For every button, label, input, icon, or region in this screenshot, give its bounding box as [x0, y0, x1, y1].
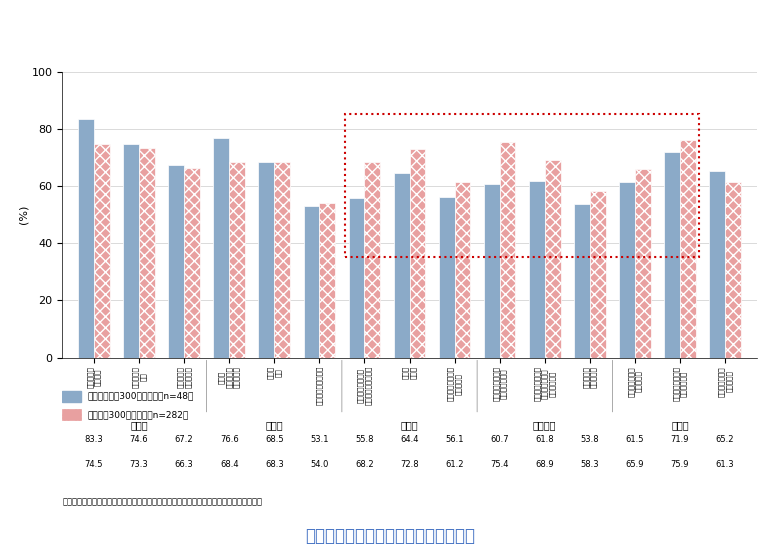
Text: 業務分析に基づく
業務プロセスの改善: 業務分析に基づく 業務プロセスの改善 [357, 366, 371, 405]
Text: 68.9: 68.9 [535, 460, 554, 469]
Bar [275, 162, 290, 358]
Bar [665, 152, 680, 358]
Text: 65.2: 65.2 [716, 436, 734, 444]
Text: 注：集計母数は経営課題により異なる。グラフ上の表記は「市場分析、顧客分析」のもの: 注：集計母数は経営課題により異なる。グラフ上の表記は「市場分析、顧客分析」のもの [62, 497, 262, 506]
Text: 新規ビジネスの実現: 新規ビジネスの実現 [316, 366, 323, 405]
Text: 71.9: 71.9 [671, 436, 690, 444]
Text: 60.7: 60.7 [491, 436, 509, 444]
Text: 経営改革: 経営改革 [533, 420, 556, 431]
Text: 75.9: 75.9 [671, 460, 690, 469]
Bar [680, 140, 696, 358]
Bar [439, 197, 455, 358]
Text: 76.6: 76.6 [220, 436, 239, 444]
Text: 管理の
高度化: 管理の 高度化 [402, 366, 417, 379]
Text: 58.3: 58.3 [580, 460, 599, 469]
Text: 人材力: 人材力 [671, 420, 689, 431]
Text: 組織の改善
または改革: 組織の改善 または改革 [583, 366, 597, 388]
Text: 61.3: 61.3 [716, 460, 734, 469]
Bar [139, 148, 154, 358]
Bar [725, 182, 741, 358]
Text: 61.8: 61.8 [535, 436, 554, 444]
Y-axis label: (%): (%) [19, 205, 29, 224]
Text: 53.1: 53.1 [310, 436, 328, 444]
Text: 83.3: 83.3 [84, 436, 103, 444]
Bar [529, 181, 544, 358]
Bar [590, 191, 605, 358]
Text: 64.4: 64.4 [400, 436, 419, 444]
Text: 68.5: 68.5 [265, 436, 284, 444]
Text: 対応力
向上: 対応力 向上 [268, 366, 282, 379]
Bar [349, 198, 364, 358]
Bar [544, 161, 561, 358]
Bar [364, 162, 380, 358]
Text: 新規顧客の
開拓: 新規顧客の 開拓 [132, 366, 146, 388]
Text: 53.8: 53.8 [580, 436, 599, 444]
Text: 既存顧客の
満足度向上: 既存顧客の 満足度向上 [177, 366, 191, 388]
Text: 74.5: 74.5 [85, 460, 103, 469]
Text: 61.5: 61.5 [626, 436, 644, 444]
Text: 66.3: 66.3 [175, 460, 193, 469]
Text: 56.1: 56.1 [445, 436, 464, 444]
Bar [574, 204, 590, 358]
Text: 68.3: 68.3 [265, 460, 284, 469]
Bar [229, 162, 245, 358]
Bar [319, 203, 335, 358]
Bar [484, 184, 500, 358]
Bar [78, 119, 94, 358]
Text: 平成２９年版情報通信白書（総務省）: 平成２９年版情報通信白書（総務省） [305, 526, 475, 544]
Text: 商品力: 商品力 [265, 420, 283, 431]
Text: 54.0: 54.0 [310, 460, 328, 469]
Text: 営業力: 営業力 [130, 420, 148, 431]
Bar [303, 206, 319, 358]
Text: 経験やノウハウの
デジタル化: 経験やノウハウの デジタル化 [448, 366, 462, 401]
Text: 68.2: 68.2 [355, 460, 374, 469]
Text: 65.9: 65.9 [626, 460, 644, 469]
Bar [214, 139, 229, 358]
Bar [410, 149, 425, 358]
Bar [123, 144, 139, 358]
Bar [94, 145, 110, 358]
Text: 従業員の意欲や
能力の向上: 従業員の意欲や 能力の向上 [628, 366, 642, 397]
Bar [635, 169, 651, 358]
Bar [500, 142, 516, 358]
Text: 社内情報の活用・
共有の活性化: 社内情報の活用・ 共有の活性化 [673, 366, 687, 401]
Text: 地方圈（300人以下）（n=282）: 地方圈（300人以下）（n=282） [88, 410, 189, 419]
Text: 61.2: 61.2 [445, 460, 464, 469]
Text: 取得したデータに
基づく経営分析: 取得したデータに 基づく経営分析 [492, 366, 507, 401]
Text: 他社との協働・
連携の促進: 他社との協働・ 連携の促進 [718, 366, 732, 397]
Text: 商品・
サービスの
商品力向上: 商品・ サービスの 商品力向上 [218, 366, 240, 388]
Bar [709, 171, 725, 358]
Bar [258, 162, 275, 358]
Bar [455, 183, 470, 358]
Text: 三大都市圈（300人以下）（n=48）: 三大都市圈（300人以下）（n=48） [88, 392, 194, 400]
Bar [168, 166, 184, 358]
Text: 74.6: 74.6 [129, 436, 148, 444]
Text: 72.8: 72.8 [400, 460, 419, 469]
Text: 55.8: 55.8 [355, 436, 374, 444]
Bar [394, 173, 410, 358]
Bar [62, 409, 81, 420]
Text: 75.4: 75.4 [491, 460, 509, 469]
Text: 生産性: 生産性 [401, 420, 418, 431]
Bar [62, 390, 81, 402]
Text: 73.3: 73.3 [129, 460, 148, 469]
Text: 経営トップの意思
決定の正確性や
迅速性の向上: 経営トップの意思 決定の正確性や 迅速性の向上 [534, 366, 555, 401]
Text: 68.4: 68.4 [220, 460, 239, 469]
Text: 市場分析、
顧客分析: 市場分析、 顧客分析 [87, 366, 101, 388]
Bar [184, 168, 200, 358]
Bar [619, 182, 635, 358]
Text: 67.2: 67.2 [175, 436, 193, 444]
